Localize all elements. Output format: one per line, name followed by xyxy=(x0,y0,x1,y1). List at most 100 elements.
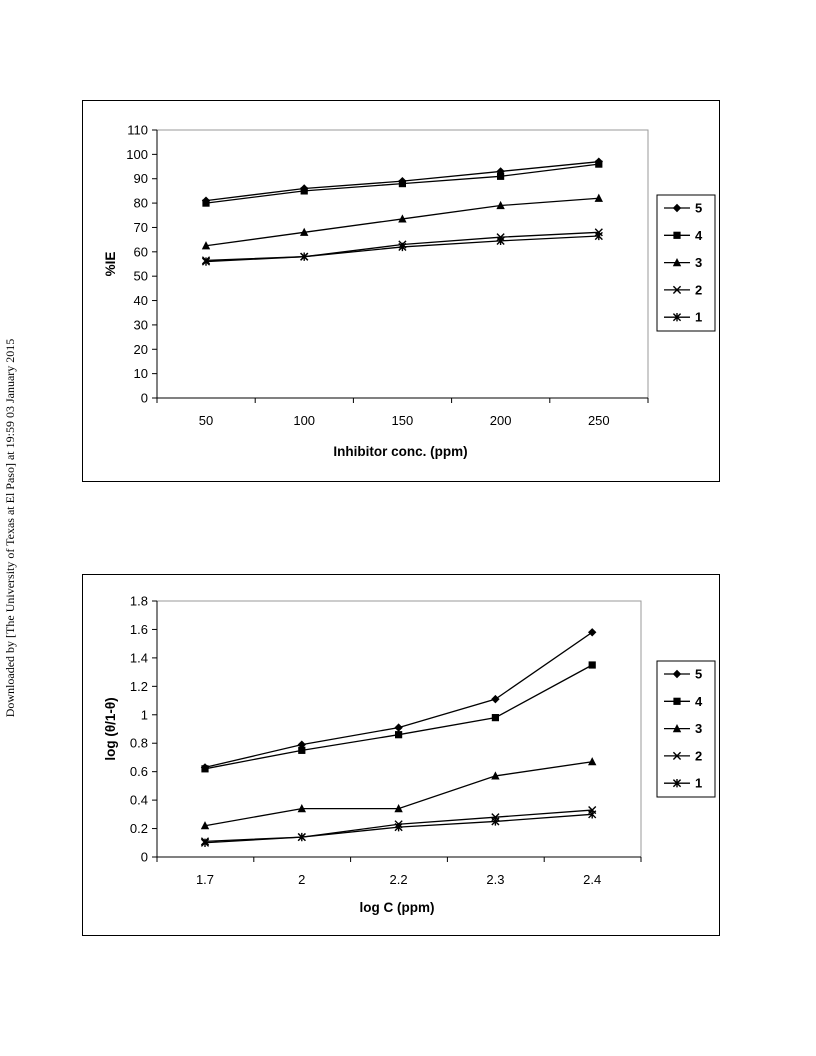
chart2-series-1-point xyxy=(491,817,500,826)
chart2-y-tick-label: 0 xyxy=(141,850,148,865)
chart1-legend-label: 2 xyxy=(695,282,702,297)
chart1-y-tick-label: 40 xyxy=(134,293,148,308)
chart2-x-tick-label: 1.7 xyxy=(196,872,214,887)
chart2-series-3-point xyxy=(394,804,403,813)
chart2-series-4-point xyxy=(491,714,499,722)
chart2-y-tick-label: 1.8 xyxy=(130,594,148,609)
chart1-series-1-point xyxy=(300,252,309,261)
chart1-x-axis-title: Inhibitor conc. (ppm) xyxy=(333,444,467,459)
chart1-legend-label: 3 xyxy=(695,255,702,270)
chart2-legend-marker xyxy=(672,751,682,760)
chart1-series-4-point xyxy=(202,199,210,207)
chart1-series-3-point xyxy=(201,241,211,250)
chart1-series-4 xyxy=(202,160,603,207)
ie-vs-concentration-chart: 0 10 20 30 40 50 60 70 80 90 100 110 50 100 150 200 250 I… xyxy=(82,100,720,482)
chart1-y-tick-label: 20 xyxy=(134,342,148,357)
chart2-y-tick-label: 1.2 xyxy=(130,679,148,694)
chart2-series-4-point xyxy=(395,731,403,739)
chart2-series-3-point xyxy=(297,804,306,813)
chart1-series-3-point xyxy=(496,200,505,210)
chart2-series-1-point xyxy=(200,838,210,847)
chart1-legend-marker xyxy=(673,231,681,239)
chart1-legend-label: 5 xyxy=(695,201,702,216)
chart1-y-tick-label: 0 xyxy=(141,391,148,406)
chart1-series-4-point xyxy=(300,187,308,195)
chart1-y-tick-label: 80 xyxy=(134,196,148,211)
chart2-series-5-line xyxy=(204,631,593,769)
chart1-x-tick-label: 250 xyxy=(588,413,610,428)
chart1-series-1-point xyxy=(496,236,505,246)
chart2-y-tick-label: 0.2 xyxy=(130,821,148,836)
chart2-series-3-point xyxy=(588,757,597,766)
chart2-series-5-point xyxy=(297,740,306,749)
chart1-y-tick-label: 30 xyxy=(134,317,148,332)
chart1-y-tick-label: 50 xyxy=(134,269,148,284)
chart2-series-4-point xyxy=(588,661,596,669)
chart1-series-4-point xyxy=(497,172,505,180)
chart2-series-5-point xyxy=(588,628,597,637)
chart1-y-tick-label: 100 xyxy=(126,147,148,162)
chart1-y-axis-title: %IE xyxy=(103,252,118,277)
chart1-x-tick-label: 200 xyxy=(490,413,512,428)
chart1-legend-marker xyxy=(672,258,682,267)
chart1-y-tick-label: 70 xyxy=(134,220,148,235)
download-watermark: Downloaded by [The University of Texas a… xyxy=(3,339,17,718)
chart1-series-3-point xyxy=(594,193,603,202)
chart1-x-tick-label: 150 xyxy=(392,413,414,428)
langmuir-log-plot-chart: 0 0.2 0.4 0.6 0.8 1 1.2 1.4 1.6 1.8 1.7 2 2.2 2.3 2.4 l… xyxy=(82,574,720,936)
chart2-legend-label: 3 xyxy=(695,721,702,736)
chart2-series-4 xyxy=(201,661,596,773)
chart2-y-tick-label: 0.4 xyxy=(130,793,148,808)
chart1-y-tick-label: 90 xyxy=(134,171,148,186)
chart1-series-1 xyxy=(201,231,603,266)
chart2-legend-label: 5 xyxy=(695,667,702,682)
chart1-series-3-point xyxy=(300,227,309,236)
chart2-legend-label: 4 xyxy=(695,694,703,709)
chart1-y-tick-label: 60 xyxy=(134,244,148,259)
chart1-series-1-point xyxy=(201,257,211,266)
chart1-series-4-point xyxy=(595,160,603,168)
log-chart-svg: 0 0.2 0.4 0.6 0.8 1 1.2 1.4 1.6 1.8 1.7 2 2.2 2.3 2.4 l… xyxy=(103,594,716,915)
chart2-y-tick-label: 1 xyxy=(141,707,148,722)
chart2-series-3-point xyxy=(491,771,500,780)
chart2-legend: 5 4 3 2 1 xyxy=(656,660,716,798)
chart2-series-3 xyxy=(200,757,597,830)
chart2-x-tick-label: 2 xyxy=(298,872,305,887)
chart2-legend-marker xyxy=(672,724,682,733)
chart1-legend-label: 1 xyxy=(695,310,702,325)
chart2-series-5-point xyxy=(394,723,403,732)
chart2-legend-marker xyxy=(672,669,682,679)
chart1-x-tick-label: 50 xyxy=(199,413,213,428)
chart1-y-tick-label: 10 xyxy=(134,366,148,381)
ie-chart-svg: 0 10 20 30 40 50 60 70 80 90 100 110 50 100 150 200 250 I… xyxy=(103,123,716,459)
chart2-legend-label: 1 xyxy=(695,776,702,791)
chart1-x-tick-label: 100 xyxy=(293,413,315,428)
chart1-series-3-point xyxy=(398,214,407,223)
chart1-series-4-point xyxy=(398,180,406,188)
chart2-series-4-point xyxy=(298,746,306,754)
chart2-series-1-point xyxy=(588,810,597,819)
chart2-series-1-point xyxy=(297,832,306,842)
chart2-x-tick-label: 2.3 xyxy=(486,872,504,887)
chart2-series-3-point xyxy=(200,821,210,830)
chart2-y-tick-label: 1.6 xyxy=(130,622,148,637)
chart1-plot-area xyxy=(156,129,649,399)
chart2-series-5 xyxy=(200,628,597,772)
chart1-legend-label: 4 xyxy=(695,228,703,243)
chart2-legend-label: 2 xyxy=(695,748,702,763)
chart2-x-tick-label: 2.4 xyxy=(583,872,601,887)
chart2-y-tick-label: 0.8 xyxy=(130,736,148,751)
chart2-y-axis-title: log (θ/1-θ) xyxy=(103,697,118,760)
chart2-legend-marker xyxy=(672,779,682,788)
chart1-series-1-point xyxy=(594,231,603,241)
chart2-series-5-point xyxy=(491,694,500,704)
chart2-x-axis-title: log C (ppm) xyxy=(360,900,435,915)
watermark-text: Downloaded by [The University of Texas a… xyxy=(3,339,17,718)
chart2-legend-marker xyxy=(673,697,681,705)
chart2-series-1-point xyxy=(394,822,403,832)
chart2-y-tick-label: 1.4 xyxy=(130,650,148,665)
chart1-legend: 5 4 3 2 1 xyxy=(656,194,716,332)
chart2-series-1 xyxy=(200,810,597,847)
chart2-series-3-line xyxy=(204,761,593,827)
chart2-x-tick-label: 2.2 xyxy=(390,872,408,887)
